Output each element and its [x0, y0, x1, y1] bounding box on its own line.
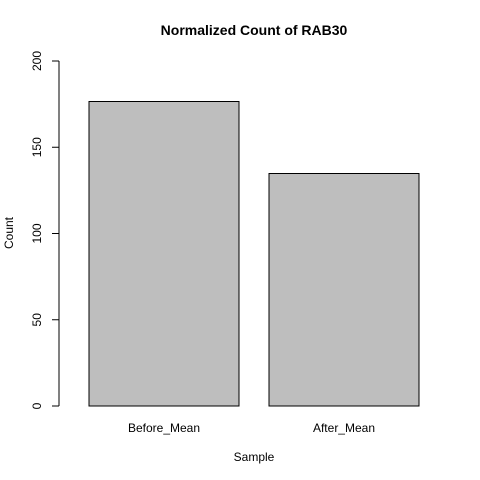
- y-tick-label: 200: [30, 51, 44, 71]
- x-axis-label: Sample: [234, 450, 275, 464]
- bar-before-mean: [88, 101, 240, 407]
- y-tick-label: 100: [30, 223, 44, 243]
- bars-group: [88, 101, 420, 407]
- y-axis: 0 50 100 150 200: [30, 51, 60, 409]
- y-tick-label: 50: [30, 313, 44, 327]
- x-tick-labels: Before_Mean After_Mean: [128, 421, 375, 435]
- x-tick-label: After_Mean: [313, 421, 375, 435]
- chart-title: Normalized Count of RAB30: [161, 22, 348, 38]
- bar-after-mean: [268, 173, 420, 407]
- y-tick-label: 0: [30, 402, 44, 409]
- y-tick-label: 150: [30, 137, 44, 157]
- y-axis-label: Count: [2, 216, 16, 249]
- x-tick-label: Before_Mean: [128, 421, 200, 435]
